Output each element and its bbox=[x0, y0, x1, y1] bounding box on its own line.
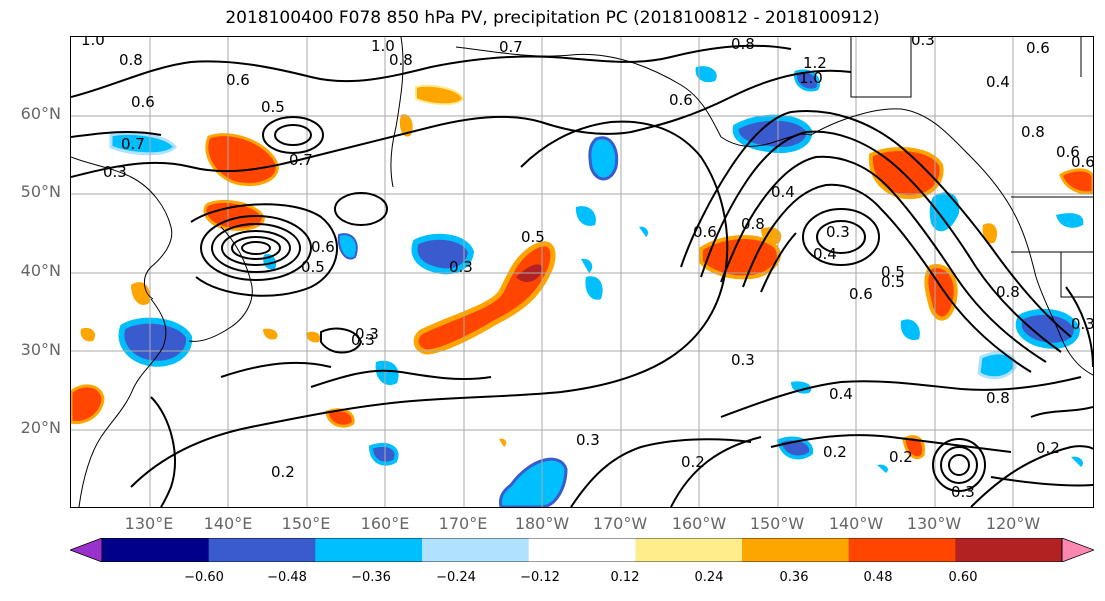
coastlines bbox=[71, 37, 1093, 507]
contour-label: 0.8 bbox=[119, 51, 143, 69]
contour-label: 0.6 bbox=[1026, 39, 1050, 57]
contour-label: 0.5 bbox=[881, 263, 905, 281]
colorbar-tick: 0.12 bbox=[610, 570, 640, 585]
contour-labels: 1.0 0.8 1.0 0.8 0.7 0.8 1.2 1.0 0.3 0.6 … bbox=[81, 37, 1093, 501]
contour-label: 0.2 bbox=[1036, 439, 1060, 457]
contour-label: 0.6 bbox=[669, 91, 693, 109]
contour-label: 0.3 bbox=[351, 331, 375, 349]
contour-label: 0.6 bbox=[311, 238, 335, 256]
colorbar-tick: 0.36 bbox=[779, 570, 809, 585]
contour-label: 0.6 bbox=[849, 285, 873, 303]
contour-label: 0.3 bbox=[731, 351, 755, 369]
contour-label: 0.2 bbox=[823, 443, 847, 461]
contour-label: 0.3 bbox=[951, 483, 975, 501]
contour-label: 0.6 bbox=[1071, 153, 1093, 171]
colorbar-segments bbox=[70, 538, 1094, 562]
colorbar-tick: 0.24 bbox=[694, 570, 724, 585]
colorbar-frame bbox=[101, 538, 1063, 562]
contour-label: 0.8 bbox=[741, 215, 765, 233]
contour-label: 0.5 bbox=[261, 98, 285, 116]
lon-label-140w: 140°W bbox=[828, 514, 884, 533]
colorbar-segment bbox=[102, 538, 210, 562]
contour-label: 0.3 bbox=[911, 37, 935, 49]
colorbar-segment bbox=[635, 538, 743, 562]
lon-label-150w: 150°W bbox=[749, 514, 805, 533]
contour-label: 0.8 bbox=[996, 283, 1020, 301]
colorbar-segment bbox=[742, 538, 850, 562]
map-canvas: 1.0 0.8 1.0 0.8 0.7 0.8 1.2 1.0 0.3 0.6 … bbox=[71, 37, 1093, 507]
lon-label-130w: 130°W bbox=[906, 514, 962, 533]
colorbar-tick: −0.60 bbox=[184, 570, 224, 585]
colorbar-segment bbox=[955, 538, 1063, 562]
lat-label-40n: 40°N bbox=[20, 261, 61, 280]
pv-contours bbox=[71, 44, 1093, 507]
contour-label: 0.3 bbox=[355, 325, 379, 343]
contour-label: 0.3 bbox=[1071, 315, 1093, 333]
contour-label: 0.2 bbox=[271, 463, 295, 481]
colorbar-tick: −0.48 bbox=[267, 570, 307, 585]
lon-label-170w: 170°W bbox=[592, 514, 648, 533]
lon-label-160e: 160°E bbox=[360, 514, 410, 533]
contour-label: 0.7 bbox=[121, 135, 145, 153]
contour-label: 0.3 bbox=[103, 163, 127, 181]
lon-label-160w: 160°W bbox=[671, 514, 727, 533]
colorbar-tick: −0.12 bbox=[520, 570, 560, 585]
lat-label-50n: 50°N bbox=[20, 182, 61, 201]
colorbar-tick: −0.24 bbox=[436, 570, 476, 585]
lat-label-30n: 30°N bbox=[20, 340, 61, 359]
contour-label: 0.6 bbox=[131, 93, 155, 111]
lat-label-20n: 20°N bbox=[20, 418, 61, 437]
colorbar-tick: 0.48 bbox=[863, 570, 893, 585]
map-panel[interactable]: 1.0 0.8 1.0 0.8 0.7 0.8 1.2 1.0 0.3 0.6 … bbox=[70, 36, 1094, 508]
contour-label: 0.4 bbox=[771, 183, 795, 201]
colorbar-tick: 0.60 bbox=[948, 570, 978, 585]
contour-label: 0.2 bbox=[681, 453, 705, 471]
map-title: 2018100400 F078 850 hPa PV, precipitatio… bbox=[225, 8, 880, 28]
contour-label: 0.8 bbox=[1021, 123, 1045, 141]
contour-label: 0.4 bbox=[986, 73, 1010, 91]
colorbar-segment bbox=[315, 538, 423, 562]
contour-label: 0.5 bbox=[881, 273, 905, 291]
contour-label: 0.6 bbox=[693, 223, 717, 241]
lon-label-170e: 170°E bbox=[438, 514, 488, 533]
colorbar-segment bbox=[528, 538, 636, 562]
contour-label: 1.2 bbox=[803, 54, 827, 72]
colorbar-tick: −0.36 bbox=[351, 570, 391, 585]
contour-label: 0.3 bbox=[449, 258, 473, 276]
colorbar-segment bbox=[848, 538, 956, 562]
colorbar bbox=[70, 538, 1094, 562]
contour-label: 1.0 bbox=[81, 37, 105, 49]
contour-label: 1.0 bbox=[371, 37, 395, 55]
colorbar-extend-high bbox=[1061, 538, 1094, 562]
contour-label: 0.8 bbox=[986, 389, 1010, 407]
contour-label: 0.7 bbox=[499, 38, 523, 56]
colorbar-segment bbox=[422, 538, 530, 562]
lon-label-140e: 140°E bbox=[203, 514, 253, 533]
lon-label-180w: 180°W bbox=[514, 514, 570, 533]
contour-label: 0.4 bbox=[829, 385, 853, 403]
contour-label: 0.8 bbox=[389, 51, 413, 69]
contour-label: 1.0 bbox=[799, 69, 823, 87]
contour-label: 0.6 bbox=[1056, 143, 1080, 161]
contour-label: 0.5 bbox=[301, 258, 325, 276]
contour-label: 0.3 bbox=[576, 431, 600, 449]
contour-label: 0.2 bbox=[889, 448, 913, 466]
lon-label-130e: 130°E bbox=[124, 514, 174, 533]
contour-label: 0.7 bbox=[289, 151, 313, 169]
lat-label-60n: 60°N bbox=[20, 104, 61, 123]
contour-label: 0.6 bbox=[226, 71, 250, 89]
contour-label: 0.8 bbox=[731, 37, 755, 53]
contour-label: 0.5 bbox=[521, 228, 545, 246]
contour-label: 0.4 bbox=[813, 245, 837, 263]
colorbar-extend-low bbox=[70, 538, 103, 562]
lon-label-150e: 150°E bbox=[281, 514, 331, 533]
contour-label: 0.3 bbox=[826, 223, 850, 241]
colorbar-segment bbox=[208, 538, 316, 562]
lon-label-120w: 120°W bbox=[985, 514, 1041, 533]
